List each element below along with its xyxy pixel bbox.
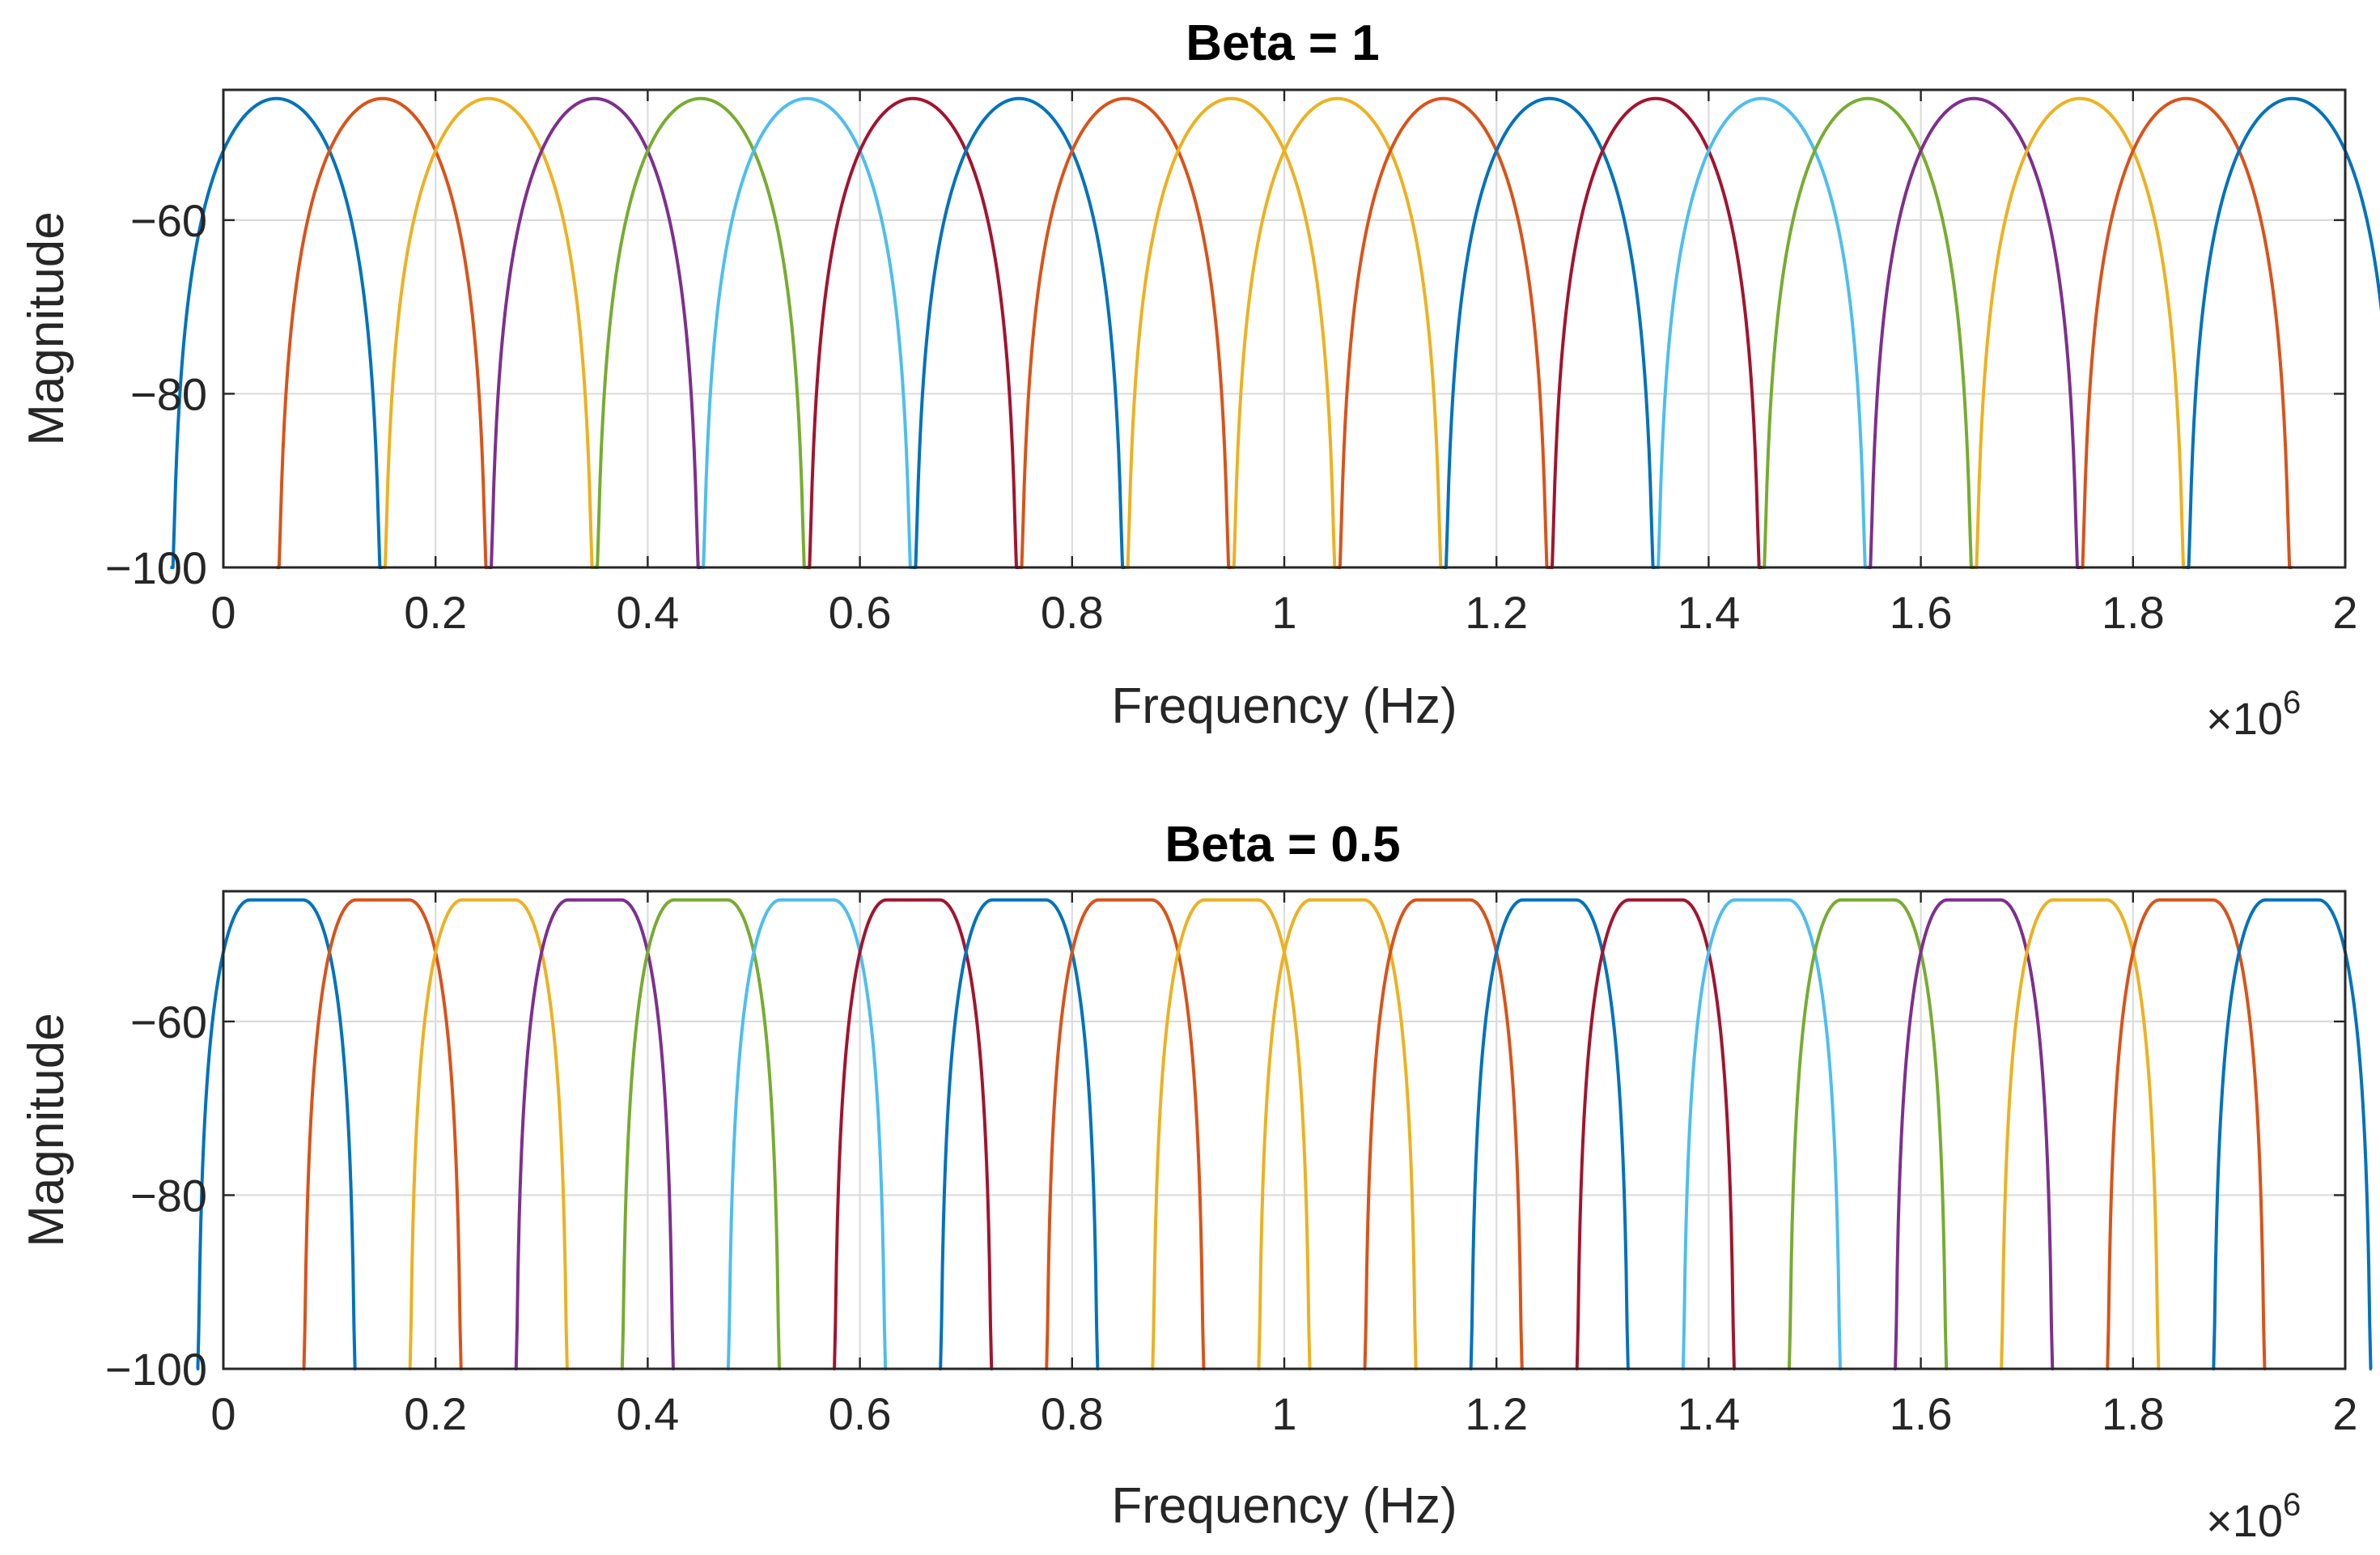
series-line-15 [1682,900,1842,1369]
series-line-17 [1894,900,2054,1369]
x-tick-label: 1.2 [1465,587,1528,638]
x-tick-label: 1 [1271,587,1296,638]
series-line-13 [1444,99,1656,567]
series-line-7 [807,99,1019,567]
x-tick-labels: 0 0.2 0.4 0.6 0.8 1 1.2 1.4 1.6 1.8 2 [210,1388,2357,1439]
series-line-9 [1046,900,1205,1369]
series-line-4 [515,900,675,1369]
x-tick-label: 0.4 [616,587,679,638]
x-tick-label: 0.6 [829,1388,892,1439]
series-line-11 [1231,99,1443,567]
series-line-5 [595,99,807,567]
series-line-17 [1868,99,2080,567]
series-line-12 [1338,99,1550,567]
x-tick-labels: 0 0.2 0.4 0.6 0.8 1 1.2 1.4 1.6 1.8 2 [210,587,2357,638]
series-line-14 [1550,99,1762,567]
series-line-5 [622,900,781,1369]
series-line-19 [2106,900,2266,1369]
x-axis-exponent-power: 6 [2283,685,2301,720]
x-tick-label: 0 [210,1388,235,1439]
series-line-8 [940,900,1099,1369]
series-line-11 [1258,900,1417,1369]
x-tick-label: 1.4 [1677,1388,1740,1439]
x-axis-label: Frequency (Hz) [1111,678,1457,734]
series-line-15 [1656,99,1868,567]
x-tick-label: 1.8 [2102,587,2165,638]
x-tick-label: 0.6 [829,587,892,638]
y-tick-labels: −100 −80 −60 [105,996,207,1395]
y-tick-label: −60 [130,996,207,1047]
series-line-14 [1576,900,1736,1369]
series-line-1 [170,99,382,567]
chart-title: Beta = 1 [1186,15,1380,71]
x-tick-label: 1.2 [1465,1388,1528,1439]
y-axis-label: Magnitude [19,1013,74,1247]
series-line-2 [303,900,462,1369]
x-tick-label: 1.8 [2102,1388,2165,1439]
series-line-3 [409,900,568,1369]
y-tick-label: −80 [130,368,207,419]
series-line-16 [1762,99,1974,567]
y-tick-label: −60 [130,195,207,246]
x-tick-label: 0 [210,587,235,638]
grid [223,891,2345,1369]
x-tick-label: 2 [2332,1388,2357,1439]
x-axis-multiplier: ×10 [2206,1495,2283,1546]
y-tick-label: −100 [105,542,207,593]
series-line-18 [1974,99,2186,567]
series-line-12 [1364,900,1523,1369]
series-line-13 [1470,900,1629,1369]
series-line-10 [1152,900,1311,1369]
series-line-19 [2080,99,2292,567]
series-line-8 [913,99,1125,567]
x-tick-label: 0.2 [404,1388,467,1439]
x-tick-label: 0.8 [1041,1388,1104,1439]
x-tick-label: 1.6 [1890,587,1953,638]
y-tick-labels: −100 −80 −60 [105,195,207,593]
chart-title: Beta = 0.5 [1165,817,1400,873]
y-tick-label: −100 [105,1344,207,1395]
x-axis-label: Frequency (Hz) [1111,1478,1457,1534]
series-line-4 [489,99,701,567]
series-line-6 [728,900,887,1369]
y-tick-label: −80 [130,1170,207,1221]
series-line-16 [1788,900,1948,1369]
x-tick-label: 1.6 [1890,1388,1953,1439]
x-axis-multiplier: ×10 [2206,693,2283,744]
chart-panel-beta-1: Beta = 1 0 0.2 0.4 0.6 0.8 1 1.2 1.4 1.6 1.8 2 −10… [19,15,2380,744]
x-axis-exponent-power: 6 [2283,1487,2301,1523]
series-line-1 [197,900,356,1369]
chart-panel-beta-0-5: Beta = 0.5 0 0.2 0.4 0.6 0.8 1 1.2 1.4 1.6 1.8 2 −… [19,817,2372,1546]
x-tick-label: 0.8 [1041,587,1104,638]
series-line-18 [2000,900,2160,1369]
series-line-7 [834,900,993,1369]
x-axis-exponent: ×106 [2206,1487,2301,1546]
grid [223,90,2345,567]
x-axis-exponent: ×106 [2206,685,2301,744]
series-line-2 [277,99,489,567]
x-tick-label: 1 [1271,1388,1296,1439]
series-group [170,99,2380,567]
y-axis-label: Magnitude [19,211,74,446]
series-line-20 [2212,900,2372,1369]
series-line-9 [1019,99,1231,567]
series-line-3 [383,99,595,567]
series-line-6 [701,99,913,567]
series-line-20 [2186,99,2380,567]
x-tick-label: 0.4 [616,1388,679,1439]
series-line-10 [1125,99,1337,567]
x-tick-label: 1.4 [1677,587,1740,638]
x-tick-label: 0.2 [404,587,467,638]
x-tick-label: 2 [2332,587,2357,638]
